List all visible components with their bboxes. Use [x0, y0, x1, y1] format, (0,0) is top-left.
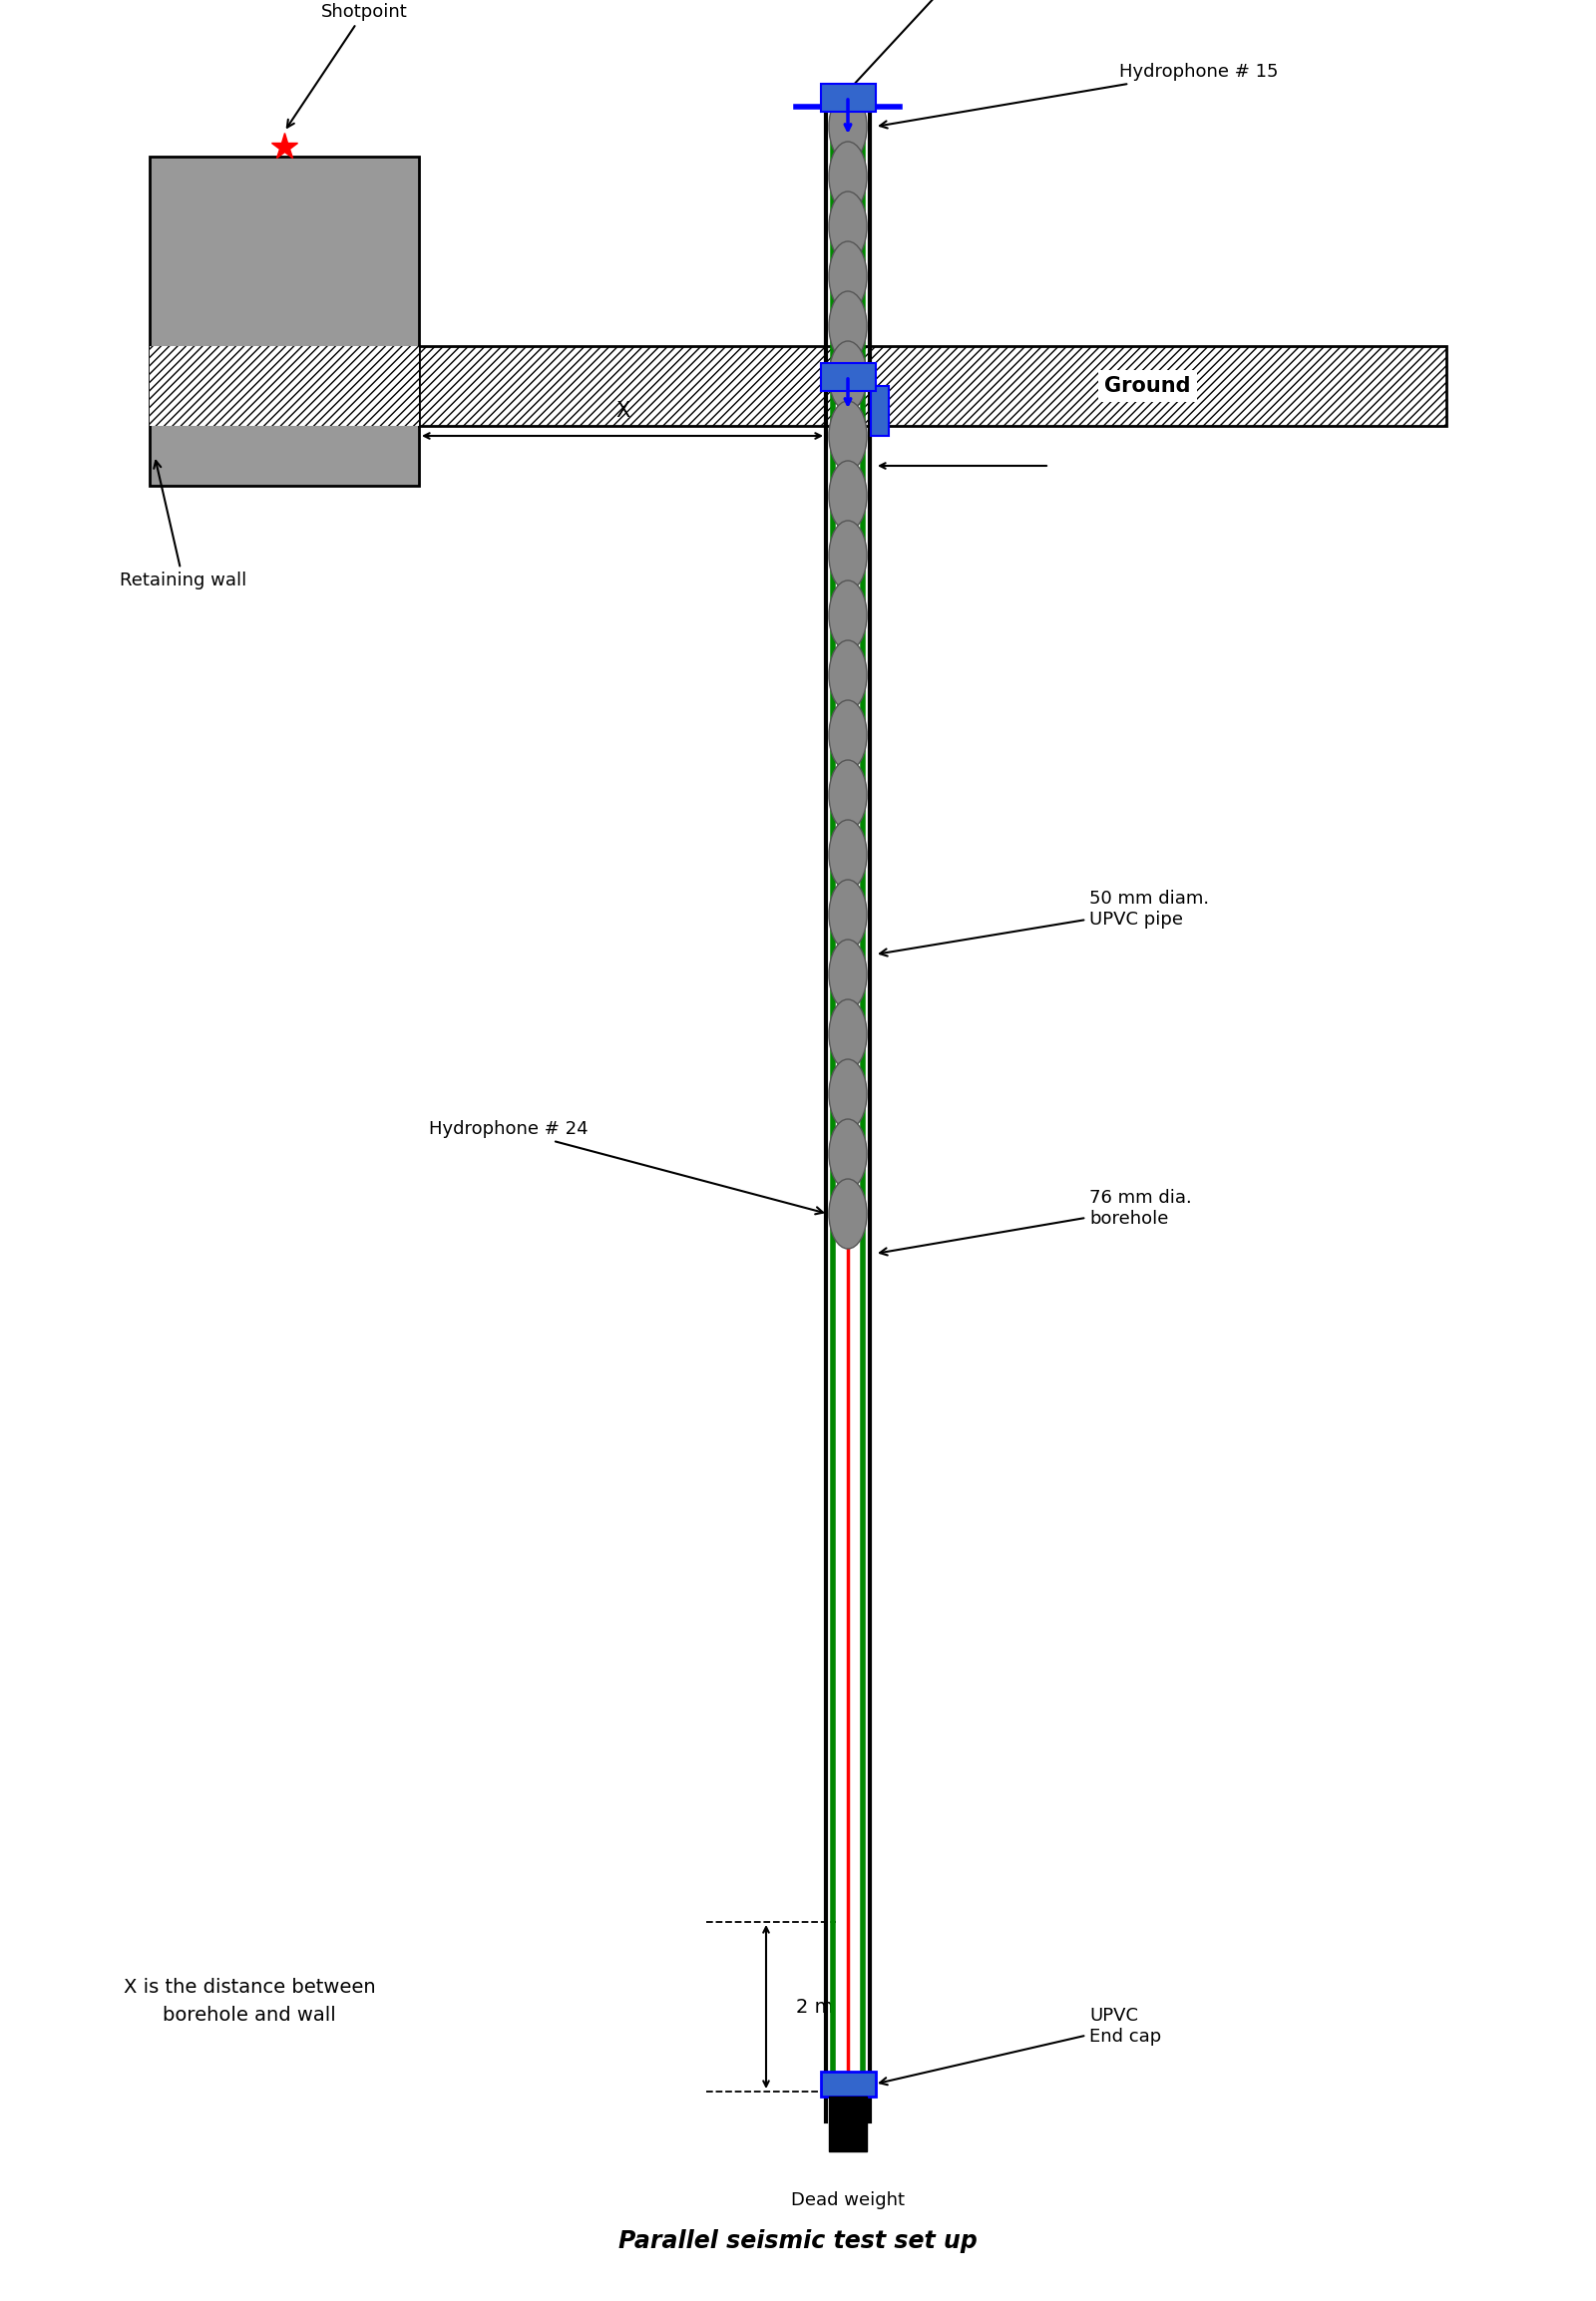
Ellipse shape — [828, 759, 867, 831]
Bar — [150, 345, 418, 426]
Text: Retaining wall: Retaining wall — [120, 460, 247, 589]
Ellipse shape — [828, 1178, 867, 1249]
Bar — [150, 156, 418, 486]
Text: X: X — [616, 400, 629, 421]
Text: Water level: Water level — [841, 0, 999, 99]
Text: Ground: Ground — [1104, 375, 1191, 396]
Ellipse shape — [828, 580, 867, 651]
Text: UPVC
End cap: UPVC End cap — [879, 2006, 1162, 2085]
Text: Hydrophone # 24: Hydrophone # 24 — [429, 1121, 824, 1215]
Text: Shotpoint: Shotpoint — [287, 2, 407, 127]
Text: Parallel seismic test set up: Parallel seismic test set up — [619, 2230, 977, 2253]
Ellipse shape — [828, 242, 867, 311]
Ellipse shape — [828, 879, 867, 950]
Text: X is the distance between
borehole and wall: X is the distance between borehole and w… — [123, 1979, 375, 2025]
Ellipse shape — [828, 143, 867, 212]
Ellipse shape — [828, 700, 867, 771]
Ellipse shape — [828, 520, 867, 591]
Bar — [820, 364, 875, 391]
Bar — [828, 2096, 867, 2151]
Ellipse shape — [828, 999, 867, 1070]
Ellipse shape — [828, 939, 867, 1010]
Ellipse shape — [828, 1058, 867, 1130]
Ellipse shape — [828, 92, 867, 161]
Bar — [871, 387, 889, 435]
Bar — [820, 83, 875, 113]
Ellipse shape — [828, 400, 867, 472]
Text: 2 m: 2 m — [796, 1997, 833, 2016]
Ellipse shape — [828, 460, 867, 532]
Ellipse shape — [828, 1118, 867, 1190]
Ellipse shape — [828, 341, 867, 412]
Bar — [820, 2071, 875, 2096]
Ellipse shape — [828, 819, 867, 890]
Text: 50 mm diam.
UPVC pipe: 50 mm diam. UPVC pipe — [879, 890, 1210, 955]
Ellipse shape — [828, 640, 867, 711]
Text: 76 mm dia.
borehole: 76 mm dia. borehole — [879, 1190, 1192, 1256]
Ellipse shape — [828, 191, 867, 262]
Text: Dead weight: Dead weight — [792, 2191, 905, 2209]
Bar — [418, 345, 1446, 426]
Text: Hydrophone # 15: Hydrophone # 15 — [879, 62, 1278, 129]
Ellipse shape — [828, 292, 867, 361]
